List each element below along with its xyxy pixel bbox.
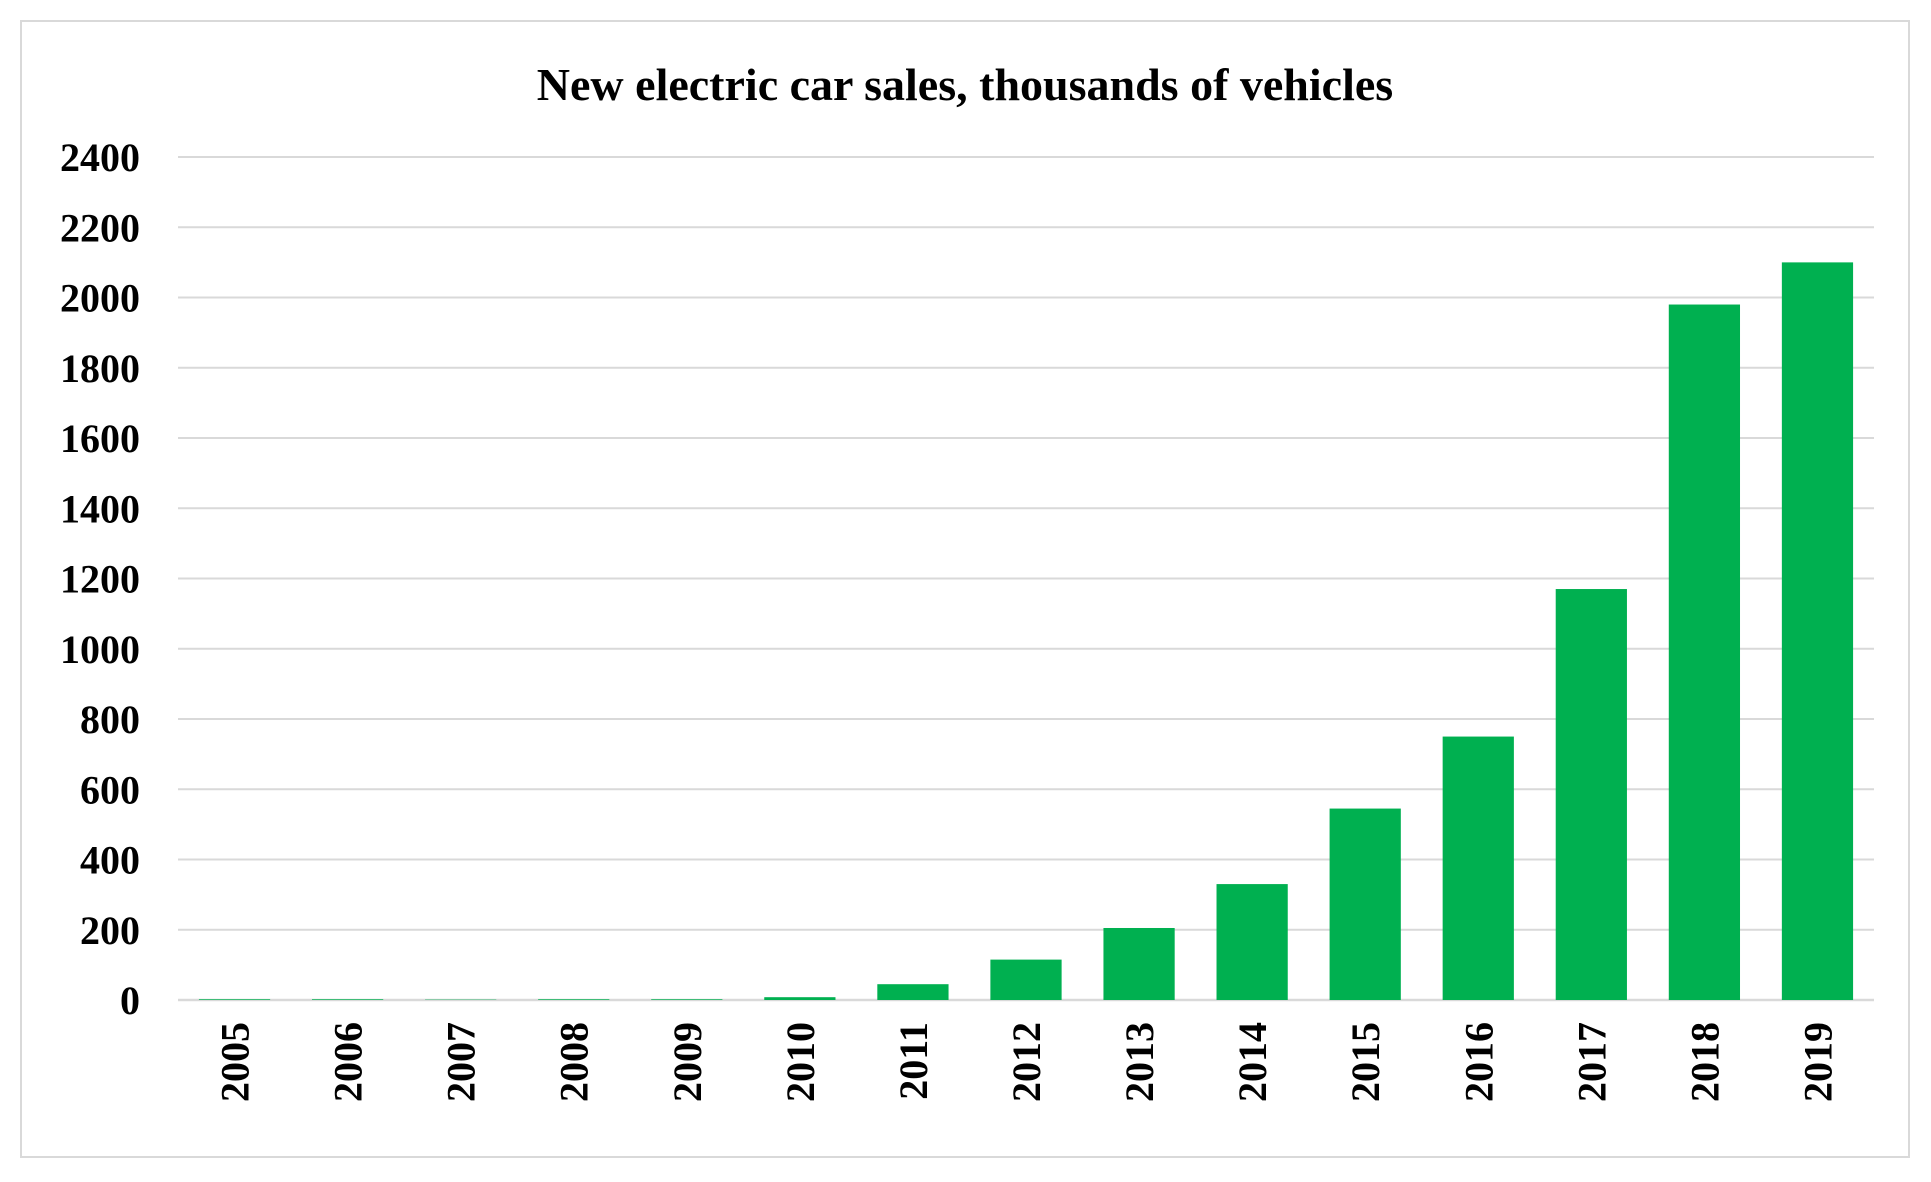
x-tick-label: 2006 bbox=[326, 1022, 371, 1102]
x-tick-label: 2010 bbox=[778, 1022, 823, 1102]
bar-2011 bbox=[877, 984, 949, 1000]
bar-2012 bbox=[990, 959, 1062, 1000]
y-tick-label: 800 bbox=[80, 697, 140, 742]
x-tick-label: 2014 bbox=[1230, 1022, 1275, 1102]
bar-chart: New electric car sales, thousands of veh… bbox=[60, 59, 1874, 1102]
bar-2010 bbox=[764, 997, 836, 1000]
y-tick-label: 1000 bbox=[60, 627, 140, 672]
y-tick-label: 200 bbox=[80, 908, 140, 953]
x-tick-label: 2017 bbox=[1569, 1022, 1614, 1102]
bar-2017 bbox=[1555, 589, 1627, 1000]
x-tick-label: 2019 bbox=[1795, 1022, 1840, 1102]
y-tick-label: 600 bbox=[80, 767, 140, 812]
bar-2013 bbox=[1103, 927, 1175, 1000]
y-tick-label: 1800 bbox=[60, 346, 140, 391]
x-tick-label: 2015 bbox=[1343, 1022, 1388, 1102]
y-tick-label: 2400 bbox=[60, 135, 140, 180]
y-tick-label: 1400 bbox=[60, 486, 140, 531]
bar-2009 bbox=[651, 999, 723, 1000]
bar-2006 bbox=[311, 999, 384, 1000]
x-tick-label: 2016 bbox=[1456, 1022, 1501, 1102]
x-tick-label: 2008 bbox=[552, 1022, 597, 1102]
bar-2005 bbox=[198, 999, 271, 1000]
bars bbox=[198, 262, 1854, 1000]
y-tick-label: 1600 bbox=[60, 416, 140, 461]
bar-2014 bbox=[1216, 884, 1288, 1000]
y-tick-label: 0 bbox=[120, 978, 140, 1023]
x-tick-label: 2013 bbox=[1117, 1022, 1162, 1102]
x-tick-label: 2007 bbox=[439, 1022, 484, 1102]
chart-frame: New electric car sales, thousands of veh… bbox=[20, 20, 1910, 1158]
x-tick-label: 2009 bbox=[665, 1022, 710, 1102]
bar-2008 bbox=[538, 999, 610, 1000]
y-tick-label: 1200 bbox=[60, 557, 140, 602]
y-tick-label: 400 bbox=[80, 838, 140, 883]
x-tick-label: 2012 bbox=[1004, 1022, 1049, 1102]
bar-2018 bbox=[1668, 304, 1741, 1000]
bar-2016 bbox=[1442, 736, 1514, 1000]
y-tick-label: 2000 bbox=[60, 276, 140, 321]
x-tick-label: 2011 bbox=[891, 1022, 936, 1100]
y-tick-label: 2200 bbox=[60, 205, 140, 250]
gridlines bbox=[178, 156, 1874, 1002]
x-tick-label: 2005 bbox=[213, 1022, 258, 1102]
bar-2015 bbox=[1329, 808, 1401, 1000]
y-axis-tick-labels: 0 200 400 600 800 1000 1200 1400 1600 1800 2000 220… bbox=[60, 135, 140, 1023]
chart-title: New electric car sales, thousands of veh… bbox=[537, 59, 1393, 110]
x-axis-tick-labels: 2005 2006 2007 2008 2009 2010 2011 2012 2013 2014… bbox=[213, 1022, 1841, 1102]
x-tick-label: 2018 bbox=[1682, 1022, 1727, 1102]
bar-2019 bbox=[1781, 262, 1854, 1000]
